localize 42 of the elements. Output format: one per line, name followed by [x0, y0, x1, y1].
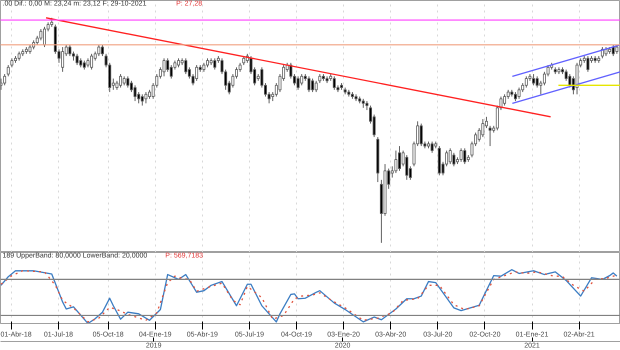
candlestick — [307, 76, 310, 93]
candlestick — [162, 58, 166, 77]
candlestick — [140, 94, 144, 106]
candlestick — [61, 46, 64, 72]
candlestick — [398, 146, 401, 172]
candlestick — [448, 148, 452, 165]
candlestick — [68, 44, 72, 57]
candlestick — [394, 150, 398, 174]
candlestick — [532, 74, 536, 86]
candlestick — [518, 87, 521, 100]
candlestick — [488, 125, 492, 147]
candlestick — [463, 148, 466, 165]
candlestick — [134, 84, 137, 102]
candlestick — [300, 74, 304, 86]
candlestick — [296, 76, 300, 90]
candlestick — [184, 58, 188, 75]
candlestick — [3, 74, 6, 86]
candlestick — [119, 74, 122, 88]
candlestick — [100, 44, 104, 57]
candlestick — [576, 62, 579, 95]
candlestick — [586, 56, 590, 72]
candlestick — [76, 53, 79, 66]
candlestick — [314, 80, 318, 93]
candlestick — [481, 118, 484, 138]
candlestick — [536, 76, 539, 88]
candlestick — [564, 69, 568, 82]
candlestick — [144, 92, 148, 104]
candlestick — [460, 148, 463, 162]
candlestick — [311, 78, 314, 93]
candlestick — [195, 64, 198, 82]
candlestick — [39, 28, 42, 41]
candlestick — [97, 44, 100, 57]
candlestick — [126, 76, 130, 88]
candlestick — [90, 53, 94, 70]
candlestick — [166, 58, 170, 72]
candlestick — [503, 94, 506, 106]
candlestick — [430, 141, 434, 154]
candlestick — [0, 78, 3, 90]
candlestick — [452, 152, 456, 167]
candlestick — [524, 76, 528, 88]
candlestick — [43, 26, 46, 48]
candlestick — [332, 76, 336, 90]
